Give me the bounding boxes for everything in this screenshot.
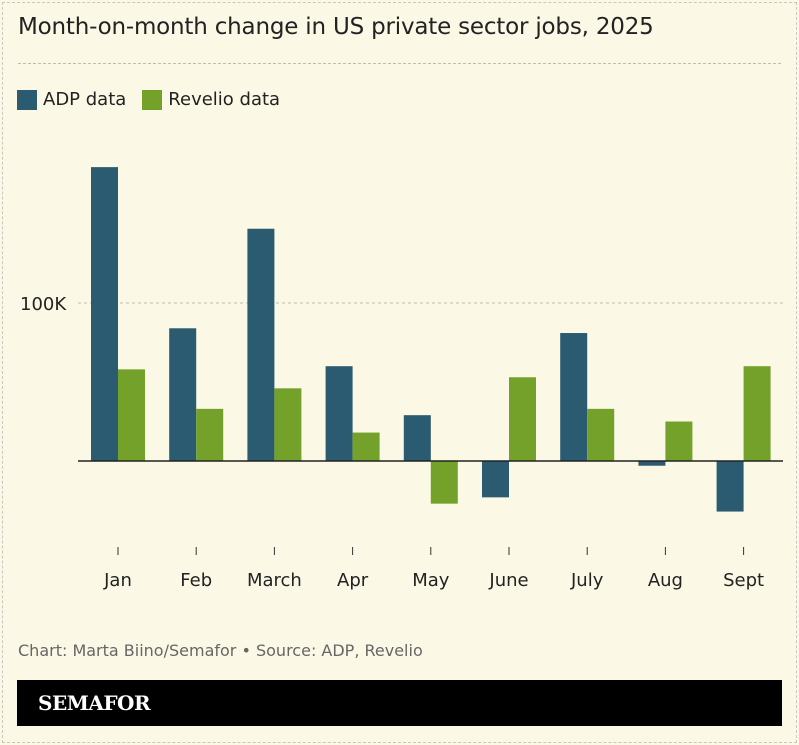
bar-revelio-feb: [196, 408, 224, 461]
bar-adp-apr: [325, 366, 353, 461]
legend-swatch-revelio: [142, 89, 163, 110]
legend-label-adp: ADP data: [43, 89, 127, 110]
bar-revelio-june: [509, 377, 536, 461]
x-tick-label: Jan: [103, 570, 132, 591]
source-note: Chart: Marta Biino/Semafor • Source: ADP…: [18, 641, 423, 660]
bar-adp-june: [482, 461, 509, 498]
y-tick-label: 100K: [20, 294, 67, 315]
bar-revelio-sept: [743, 366, 771, 461]
x-tick-label: July: [570, 570, 604, 591]
footer-bar: SEMAFOR: [17, 680, 782, 726]
bar-adp-aug: [638, 461, 666, 466]
x-tick-label: Aug: [648, 570, 683, 591]
bar-adp-july: [560, 333, 588, 461]
legend-label-revelio: Revelio data: [168, 89, 281, 110]
bar-revelio-may: [430, 461, 458, 504]
bar-revelio-apr: [352, 432, 380, 461]
x-tick-label: Sept: [723, 570, 764, 591]
legend: ADP data Revelio data: [17, 89, 280, 110]
chart-title: Month-on-month change in US private sect…: [18, 14, 654, 40]
bar-revelio-march: [274, 388, 302, 461]
x-tick-label: June: [488, 570, 528, 591]
bar-adp-may: [403, 415, 431, 461]
bar-adp-sept: [716, 461, 744, 512]
bar-adp-feb: [169, 328, 197, 461]
bar-adp-jan: [91, 167, 118, 461]
title-divider: [18, 63, 781, 64]
x-tick-label: May: [412, 570, 450, 591]
legend-swatch-adp: [17, 89, 37, 110]
semafor-logo: SEMAFOR: [38, 691, 151, 715]
legend-item-adp: ADP data: [17, 89, 126, 110]
x-tick-label: Apr: [337, 570, 369, 591]
bar-revelio-july: [587, 408, 615, 461]
bar-revelio-jan: [118, 369, 145, 461]
x-tick-label: March: [247, 570, 302, 591]
legend-item-revelio: Revelio data: [142, 89, 280, 110]
x-tick-label: Feb: [180, 570, 212, 591]
bar-adp-march: [247, 228, 275, 461]
bar-revelio-aug: [665, 421, 693, 461]
